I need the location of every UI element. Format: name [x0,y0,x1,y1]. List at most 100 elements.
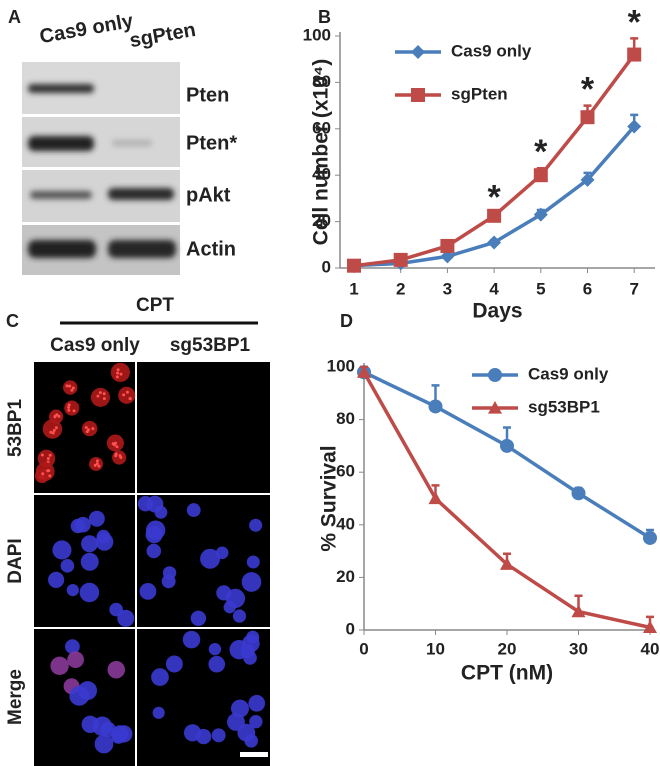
nucleus [81,420,98,437]
x-axis-title: CPT (nM) [461,662,553,685]
focus [114,452,118,456]
focus [70,388,74,392]
marker [488,368,502,382]
annotation: * [628,3,642,41]
marker [627,47,642,62]
focus [57,414,61,418]
panel-label: D [340,311,353,331]
nucleus [165,655,183,673]
nucleus [137,496,154,512]
row-label: DAPI [5,538,26,583]
marker [428,399,443,414]
y-tick-label: 20 [312,211,331,230]
focus [51,431,55,435]
focus [52,428,56,432]
focus [116,368,120,372]
x-tick-label: 30 [569,639,588,658]
marker [357,365,371,378]
nucleus [248,694,266,712]
micrographs [34,362,270,766]
x-tick-label: 5 [536,279,545,298]
nucleus [246,555,260,569]
focus [97,464,101,468]
nucleus [229,639,249,660]
nucleus [52,540,72,560]
panel-label: C [6,311,19,331]
marker [347,258,361,273]
nucleus [186,503,201,518]
nucleus [78,681,98,701]
nucleus [146,543,162,559]
nucleus [195,728,212,745]
y-tick-label: 80 [336,409,355,428]
focus [96,394,100,398]
focus [41,472,45,476]
x-tick-label: 1 [349,279,358,298]
nucleus [216,585,232,601]
nucleus [88,510,105,527]
marker [643,530,657,545]
focus [102,392,106,396]
focus [55,413,59,417]
focus [93,463,97,467]
annotation: * [581,71,595,109]
y-tick-label: 0 [346,619,355,638]
nucleus [241,572,262,592]
marker [627,119,642,134]
focus [95,459,99,463]
nucleus [80,552,99,571]
nucleus [110,362,130,383]
focus [111,442,115,446]
marker [487,235,502,250]
y-tick-label: 60 [312,118,331,137]
marker [440,238,455,253]
y-tick-label: 100 [303,25,331,44]
nucleus [208,642,222,656]
y-tick-label: 40 [312,165,331,184]
x-tick-label: 20 [498,639,517,658]
focus [115,375,119,379]
focus [102,397,106,401]
focus [67,408,71,412]
marker [580,110,595,125]
nucleus [94,734,114,754]
x-tick-label: 6 [583,279,592,298]
focus [48,453,52,457]
nucleus [50,656,69,676]
focus [49,430,53,434]
nucleus [112,450,127,465]
nucleus [81,535,98,553]
marker [488,401,502,414]
nucleus [232,609,247,623]
y-tick-label: 80 [312,72,331,91]
x-tick-label: 0 [359,639,368,658]
x-axis-title: Days [472,300,522,323]
marker [487,208,502,223]
panel-label: B [318,7,331,27]
marker [411,45,425,59]
focus [125,390,129,394]
nucleus [48,571,65,588]
marker [580,172,595,187]
nucleus [92,716,113,737]
nucleus [42,419,63,439]
focus [68,384,72,388]
series-line [362,371,651,630]
y-axis-title: % Survival [318,445,341,551]
focus [95,462,99,466]
lane-label: Cas9 only [38,10,136,48]
nucleus [63,380,78,395]
y-tick-label: 40 [336,514,355,533]
focus [84,425,88,429]
nucleus [244,734,258,748]
blot-row-label: pAkt [186,184,231,206]
nucleus [162,566,177,580]
nucleus [151,668,169,686]
marker [500,438,514,453]
column-label: sg53BP1 [170,335,251,356]
group-label: CPT [136,295,174,316]
marker [533,168,548,183]
focus [116,371,120,375]
series-line [363,370,651,540]
